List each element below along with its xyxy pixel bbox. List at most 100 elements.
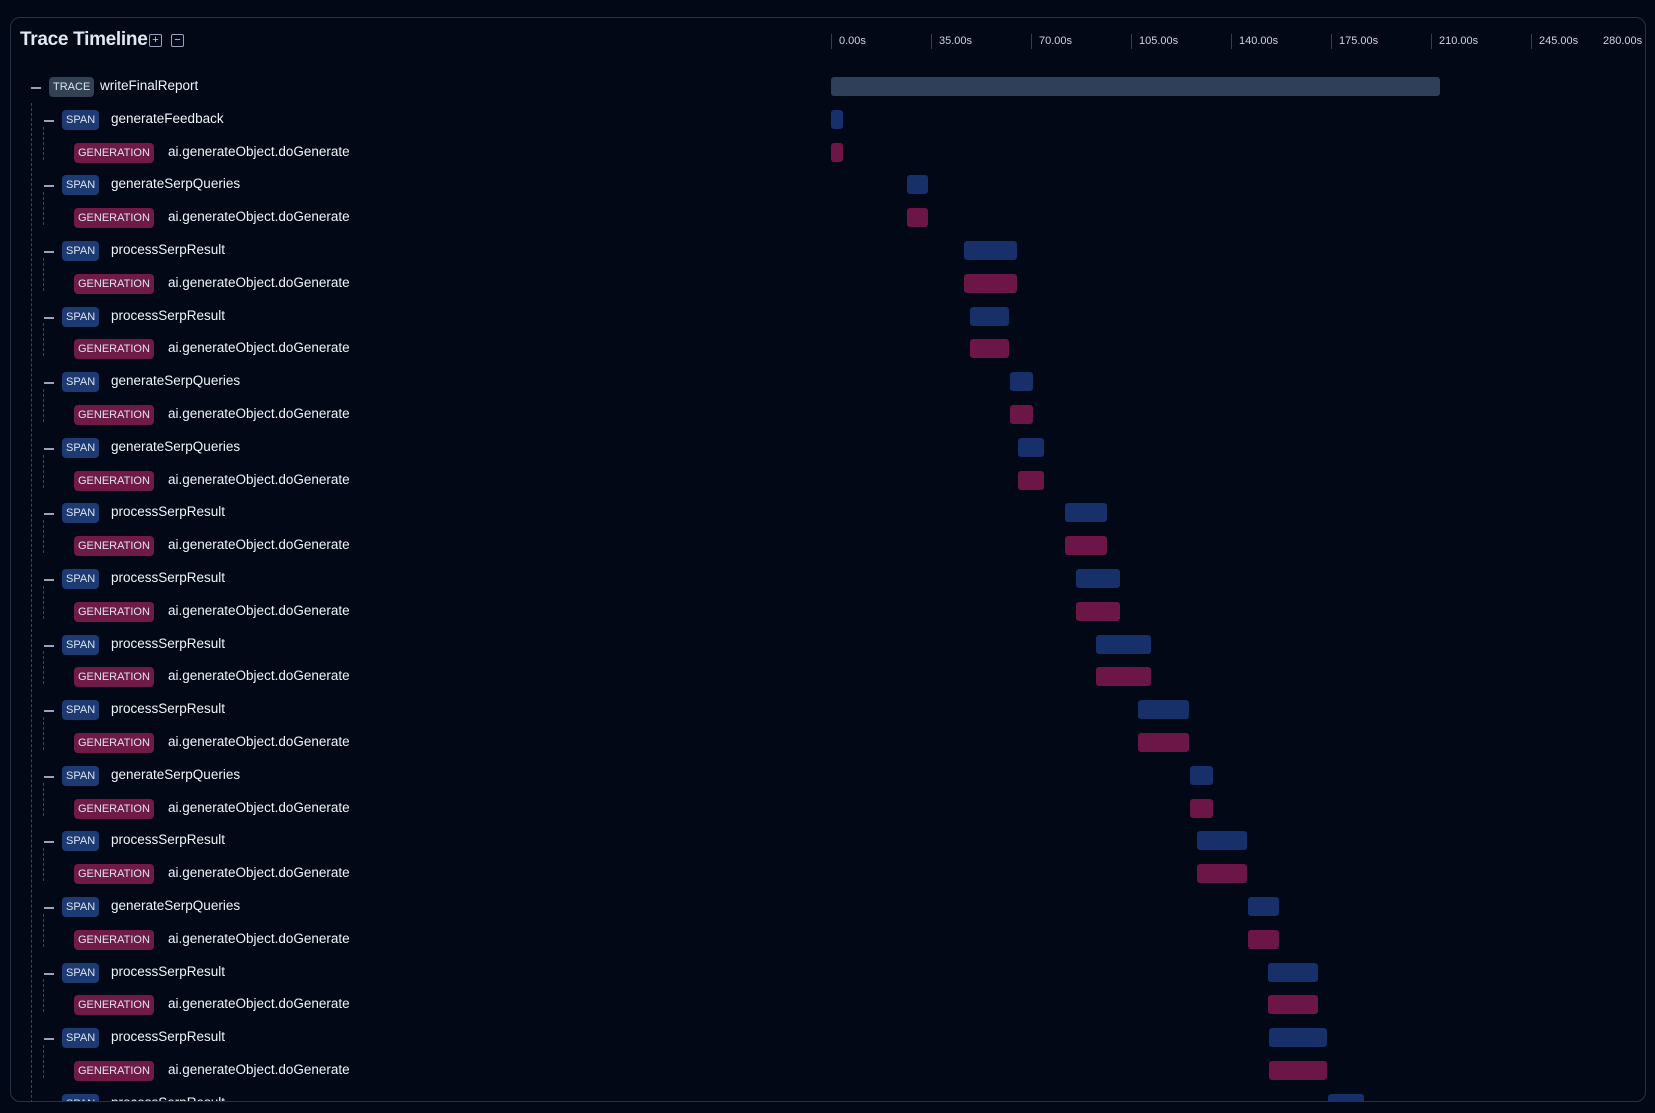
generation-duration-bar[interactable] xyxy=(1269,1061,1327,1080)
span-name[interactable]: generateSerpQueries xyxy=(111,438,241,454)
span-duration-bar[interactable] xyxy=(1197,831,1247,851)
span-name[interactable]: processSerpResult xyxy=(111,1029,226,1045)
span-name[interactable]: processSerpResult xyxy=(111,635,226,651)
span-duration-bar[interactable] xyxy=(906,175,928,195)
collapse-toggle-icon[interactable] xyxy=(44,775,54,778)
generation-name[interactable]: ai.generateObject.doGenerate xyxy=(168,1062,350,1077)
generation-row[interactable]: GENERATION ai.generateObject.doGenerate xyxy=(11,651,1645,694)
generation-name[interactable]: ai.generateObject.doGenerate xyxy=(168,274,350,290)
span-name[interactable]: processSerpResult xyxy=(111,504,226,520)
span-duration-bar[interactable] xyxy=(1269,1028,1327,1048)
span-name[interactable]: processSerpResult xyxy=(111,1095,225,1101)
collapse-toggle-icon[interactable] xyxy=(44,447,54,450)
generation-duration-bar[interactable] xyxy=(1096,667,1151,687)
generation-row[interactable]: GENERATION ai.generateObject.doGenerate xyxy=(11,979,1645,1022)
generation-duration-bar[interactable] xyxy=(1064,536,1107,556)
span-row[interactable]: SPAN generateSerpQueries xyxy=(11,760,1645,793)
generation-duration-bar[interactable] xyxy=(906,208,928,228)
generation-duration-bar[interactable] xyxy=(1018,470,1044,490)
span-row[interactable]: SPAN processSerpResult xyxy=(11,957,1645,990)
span-duration-bar[interactable] xyxy=(1096,634,1151,654)
span-name[interactable]: processSerpResult xyxy=(111,242,226,257)
collapse-toggle-icon[interactable] xyxy=(44,579,54,581)
generation-name[interactable]: ai.generateObject.doGenerate xyxy=(168,143,350,159)
span-row[interactable]: SPAN processSerpResult xyxy=(11,1088,1645,1101)
generation-row[interactable]: GENERATION ai.generateObject.doGenerate xyxy=(11,782,1645,826)
span-row[interactable]: SPAN processSerpResult xyxy=(11,301,1645,334)
span-duration-bar[interactable] xyxy=(1327,1093,1364,1101)
trace-row[interactable]: TRACE writeFinalReport xyxy=(11,71,1645,104)
span-duration-bar[interactable] xyxy=(969,306,1009,326)
generation-duration-bar[interactable] xyxy=(963,273,1018,293)
span-row[interactable]: SPAN processSerpResult xyxy=(11,1022,1645,1055)
expand-all-icon[interactable]: + xyxy=(149,34,162,47)
span-row[interactable]: SPAN processSerpResult xyxy=(11,235,1645,268)
generation-row[interactable]: GENERATION ai.generateObject.doGenerate xyxy=(11,1045,1645,1088)
span-duration-bar[interactable] xyxy=(1009,372,1033,392)
collapse-toggle-icon[interactable] xyxy=(44,513,54,516)
generation-duration-bar[interactable] xyxy=(831,142,843,162)
generation-name[interactable]: ai.generateObject.doGenerate xyxy=(168,668,350,684)
generation-row[interactable]: GENERATION ai.generateObject.doGenerate xyxy=(11,323,1645,366)
span-duration-bar[interactable] xyxy=(1189,765,1213,785)
span-name[interactable]: processSerpResult xyxy=(111,832,226,848)
span-name[interactable]: generateSerpQueries xyxy=(111,176,241,192)
span-name[interactable]: generateSerpQueries xyxy=(111,766,241,782)
generation-row[interactable]: GENERATION ai.generateObject.doGenerate xyxy=(11,585,1645,629)
collapse-toggle-icon[interactable] xyxy=(44,316,54,319)
span-duration-bar[interactable] xyxy=(1018,437,1044,457)
generation-duration-bar[interactable] xyxy=(1076,601,1121,621)
span-row[interactable]: SPAN generateSerpQueries xyxy=(11,366,1645,399)
span-row[interactable]: SPAN processSerpResult xyxy=(11,563,1645,596)
span-name[interactable]: processSerpResult xyxy=(111,963,226,979)
span-row[interactable]: SPAN generateSerpQueries xyxy=(11,432,1645,465)
generation-row[interactable]: GENERATION ai.generateObject.doGenerate xyxy=(11,192,1645,235)
generation-name[interactable]: ai.generateObject.doGenerate xyxy=(168,406,350,421)
trace-duration-bar[interactable] xyxy=(831,77,1441,96)
collapse-all-icon[interactable]: − xyxy=(171,34,184,47)
collapse-toggle-icon[interactable] xyxy=(44,185,54,188)
generation-row[interactable]: GENERATION ai.generateObject.doGenerate xyxy=(11,913,1645,957)
span-duration-bar[interactable] xyxy=(1138,700,1189,720)
span-name[interactable]: generateSerpQueries xyxy=(111,373,241,389)
span-row[interactable]: SPAN generateSerpQueries xyxy=(11,891,1645,924)
generation-row[interactable]: GENERATION ai.generateObject.doGenerate xyxy=(11,717,1645,760)
span-name[interactable]: processSerpResult xyxy=(111,307,226,323)
generation-row[interactable]: GENERATION ai.generateObject.doGenerate xyxy=(11,257,1645,301)
span-duration-bar[interactable] xyxy=(1267,962,1319,982)
generation-name[interactable]: ai.generateObject.doGenerate xyxy=(168,799,350,815)
span-name[interactable]: generateFeedback xyxy=(111,110,224,126)
collapse-toggle-icon[interactable] xyxy=(44,841,54,844)
span-name[interactable]: processSerpResult xyxy=(111,701,226,717)
generation-row[interactable]: GENERATION ai.generateObject.doGenerate xyxy=(11,520,1645,563)
generation-row[interactable]: GENERATION ai.generateObject.doGenerate xyxy=(11,848,1645,891)
collapse-toggle-icon[interactable] xyxy=(44,251,54,253)
generation-duration-bar[interactable] xyxy=(1197,864,1247,884)
generation-name[interactable]: ai.generateObject.doGenerate xyxy=(168,734,350,749)
span-row[interactable]: SPAN processSerpResult xyxy=(11,629,1645,662)
generation-duration-bar[interactable] xyxy=(1138,733,1189,752)
span-name[interactable]: processSerpResult xyxy=(111,570,226,585)
span-row[interactable]: SPAN processSerpResult xyxy=(11,694,1645,727)
span-row[interactable]: SPAN generateFeedback xyxy=(11,104,1645,137)
generation-name[interactable]: ai.generateObject.doGenerate xyxy=(168,537,350,553)
span-duration-bar[interactable] xyxy=(1064,503,1107,523)
generation-duration-bar[interactable] xyxy=(1267,995,1319,1015)
collapse-toggle-icon[interactable] xyxy=(44,907,54,909)
span-duration-bar[interactable] xyxy=(963,241,1018,260)
trace-name[interactable]: writeFinalReport xyxy=(100,78,199,93)
collapse-toggle-icon[interactable] xyxy=(44,1038,54,1041)
collapse-toggle-icon[interactable] xyxy=(44,119,54,122)
span-duration-bar[interactable] xyxy=(1247,897,1280,916)
generation-name[interactable]: ai.generateObject.doGenerate xyxy=(168,209,350,225)
generation-name[interactable]: ai.generateObject.doGenerate xyxy=(168,930,350,946)
collapse-toggle-icon[interactable] xyxy=(44,382,54,385)
span-row[interactable]: SPAN processSerpResult xyxy=(11,825,1645,858)
generation-name[interactable]: ai.generateObject.doGenerate xyxy=(168,471,350,487)
generation-duration-bar[interactable] xyxy=(969,339,1009,359)
generation-row[interactable]: GENERATION ai.generateObject.doGenerate xyxy=(11,389,1645,432)
span-duration-bar[interactable] xyxy=(1076,569,1121,588)
generation-name[interactable]: ai.generateObject.doGenerate xyxy=(168,602,350,618)
collapse-toggle-icon[interactable] xyxy=(44,972,54,975)
span-row[interactable]: SPAN generateSerpQueries xyxy=(11,169,1645,202)
